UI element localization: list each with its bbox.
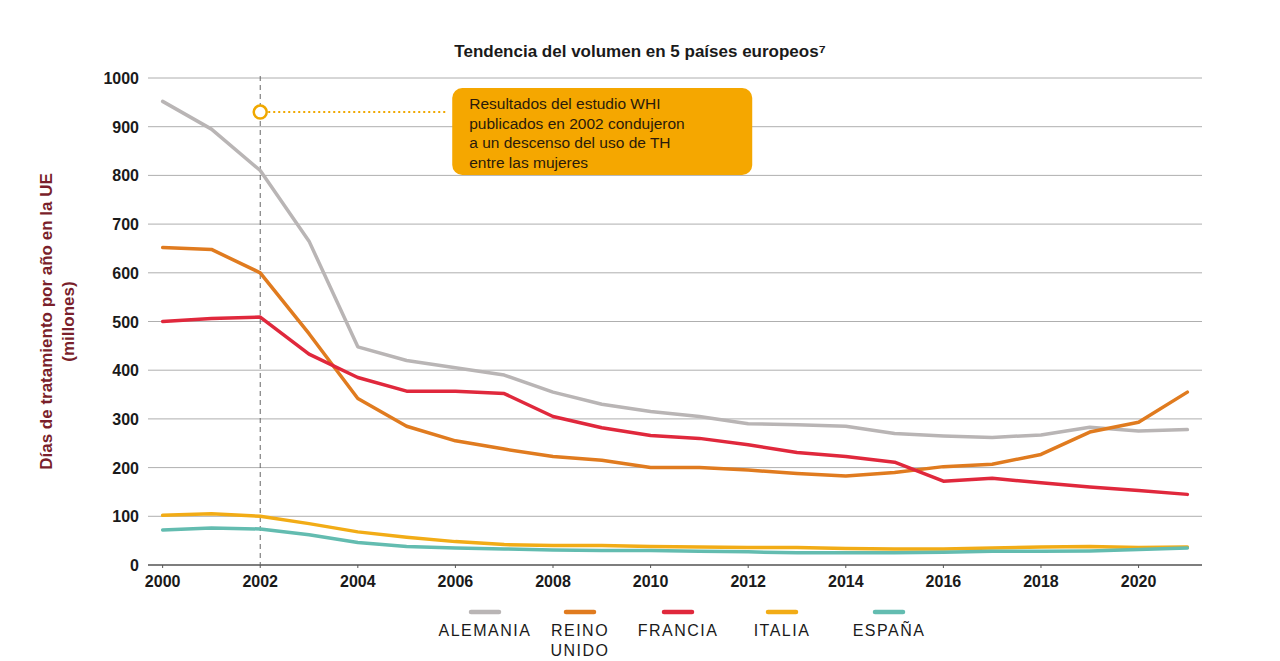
x-tick <box>650 565 651 568</box>
series-line <box>163 514 1188 549</box>
legend-label-part: ESPAÑA <box>853 620 926 639</box>
x-tick-label: 2012 <box>730 573 766 590</box>
legend: ALEMANIA REINO UNIDO FRANCIA ITALIA ESPAÑA <box>439 612 926 659</box>
x-tick <box>748 565 749 568</box>
series-line <box>163 528 1188 553</box>
legend-label-part: ITALIA <box>754 622 811 639</box>
annotation-text: entre las mujeres <box>469 154 588 171</box>
legend-label: FRANCIA <box>638 622 719 639</box>
y-tick-label: 600 <box>112 265 139 282</box>
x-tick-label: 2020 <box>1121 573 1157 590</box>
legend-swatch <box>566 610 594 615</box>
legend-label: ESPAÑA <box>853 620 926 639</box>
x-tick <box>1040 565 1041 568</box>
x-tick-label: 2006 <box>438 573 474 590</box>
x-tick-label: 2018 <box>1023 573 1059 590</box>
x-tick <box>260 565 261 568</box>
y-tick-label: 500 <box>112 314 139 331</box>
y-tick-label: 200 <box>112 460 139 477</box>
x-tick <box>943 565 944 568</box>
legend-label-part: REINO <box>551 622 609 639</box>
legend-swatch <box>875 610 903 615</box>
x-axis-line <box>148 564 1202 565</box>
grid-line <box>148 370 1202 371</box>
annotation-text: publicados en 2002 condujeron <box>469 115 684 132</box>
grid-line <box>148 564 1202 565</box>
y-tick-label: 700 <box>112 216 139 233</box>
x-tick-label: 2002 <box>242 573 278 590</box>
legend-label: ITALIA <box>754 622 811 639</box>
y-tick-label: 1000 <box>103 70 139 87</box>
legend-label-part: UNIDO <box>550 642 609 659</box>
x-tick-label: 2014 <box>828 573 864 590</box>
grid-line <box>148 175 1202 176</box>
chart: Tendencia del volumen en 5 países europe… <box>0 0 1280 661</box>
grid-line <box>148 224 1202 225</box>
y-tick-label: 400 <box>112 362 139 379</box>
legend-label-part: FRANCIA <box>638 622 719 639</box>
annotation-marker <box>254 106 267 119</box>
y-tick-label: 0 <box>130 557 139 574</box>
x-tick-label: 2016 <box>926 573 962 590</box>
x-tick <box>357 565 358 568</box>
series-line <box>163 317 1188 494</box>
x-tick-label: 2010 <box>633 573 669 590</box>
x-tick <box>162 565 163 568</box>
grid-line <box>148 516 1202 517</box>
y-tick-label: 100 <box>112 508 139 525</box>
x-tick <box>455 565 456 568</box>
y-tick-label: 800 <box>112 167 139 184</box>
grid-line <box>148 78 1202 79</box>
x-tick <box>845 565 846 568</box>
title: Tendencia del volumen en 5 países europe… <box>454 42 825 61</box>
y-tick-label: 900 <box>112 119 139 136</box>
x-tick-label: 2004 <box>340 573 376 590</box>
y-tick-label: 300 <box>112 411 139 428</box>
annotation-text: a un descenso del uso de TH <box>469 134 670 151</box>
grid-line <box>148 418 1202 419</box>
x-tick <box>553 565 554 568</box>
legend-swatch <box>768 610 796 615</box>
x-tick <box>1138 565 1139 568</box>
legend-swatch <box>471 610 499 615</box>
grid <box>148 78 1202 565</box>
legend-swatch <box>664 610 692 615</box>
y-axis-label: (millones) <box>59 281 78 361</box>
series-line <box>163 247 1188 475</box>
x-tick-label: 2008 <box>535 573 571 590</box>
annotation-box <box>452 88 752 175</box>
y-axis-label: Días de tratamiento por año en la UE <box>37 173 56 470</box>
legend-label: REINO UNIDO <box>550 622 609 659</box>
annotation-line <box>260 76 261 565</box>
grid-line <box>148 321 1202 322</box>
legend-label-part: ALEMANIA <box>439 622 532 639</box>
grid-line <box>148 272 1202 273</box>
annotation-text: Resultados del estudio WHI <box>469 95 660 112</box>
legend-label: ALEMANIA <box>439 622 532 639</box>
x-tick-label: 2000 <box>145 573 181 590</box>
annotation-leader <box>268 111 448 113</box>
